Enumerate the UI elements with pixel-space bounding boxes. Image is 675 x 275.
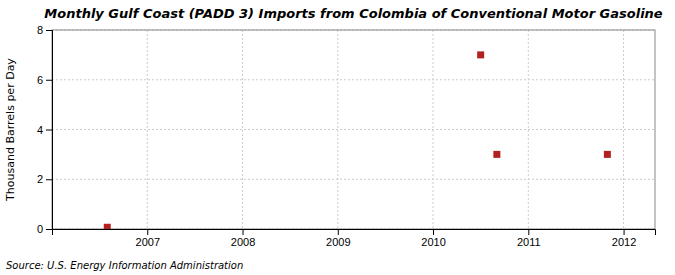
y-axis-tick-mark — [46, 30, 52, 31]
x-axis-tick-label: 2012 — [612, 236, 636, 248]
point — [604, 151, 611, 158]
grid-line-x — [623, 30, 624, 229]
x-axis-tick-label: 2011 — [517, 236, 541, 248]
x-axis-tick-mark — [338, 229, 339, 235]
y-axis-tick-mark — [46, 130, 52, 131]
grid-line-y — [52, 179, 655, 180]
grid — [52, 30, 655, 229]
point — [493, 151, 500, 158]
y-axis-tick-mark — [46, 229, 52, 230]
y-axis-domain — [46, 31, 53, 230]
chart-svg: 2007 2008 2009 2010 2011 2012 0 2 4 6 8Monthly Gul… — [0, 0, 675, 275]
grid-line-y — [52, 79, 655, 80]
plot-frame — [52, 30, 655, 229]
y-axis-tick-label: 2 — [37, 173, 43, 185]
x-axis-tick-mark — [433, 229, 434, 235]
x-axis-tick: 2007 — [136, 229, 160, 248]
y-axis: 0 2 4 6 8 — [37, 24, 53, 235]
x-axis-tick-mark — [624, 229, 625, 235]
y-axis-tick: 4 — [37, 124, 52, 136]
y-axis-tick-label: 6 — [37, 74, 43, 86]
grid-line-x — [242, 30, 243, 229]
x-axis-tick-mark — [147, 229, 148, 235]
x-axis-tick-mark — [243, 229, 244, 235]
point — [477, 51, 484, 58]
y-axis-tick: 0 — [37, 223, 52, 235]
x-axis-tick: 2011 — [517, 229, 541, 248]
y-axis-tick: 8 — [37, 24, 52, 36]
y-axis-tick-label: 0 — [37, 223, 43, 235]
title: Monthly Gulf Coast (PADD 3) Imports from… — [44, 6, 663, 21]
grid-line-y — [52, 129, 655, 130]
x-axis-tick-label: 2010 — [421, 236, 445, 248]
y-axis-tick-mark — [46, 179, 52, 180]
y-axis-label: Thousand Barrels per Day — [4, 58, 17, 202]
x-axis-domain — [53, 230, 656, 236]
x-axis-tick: 2008 — [231, 229, 255, 248]
x-axis-tick-label: 2008 — [231, 236, 255, 248]
points — [104, 51, 611, 229]
source-note: Source: U.S. Energy Information Administ… — [6, 260, 243, 271]
y-axis-tick-mark — [46, 80, 52, 81]
x-axis-tick-label: 2007 — [136, 236, 160, 248]
y-axis-tick-label: 4 — [37, 124, 43, 136]
x-axis-tick: 2009 — [326, 229, 350, 248]
grid-line-x — [147, 30, 148, 229]
chart-container: 2007 2008 2009 2010 2011 2012 0 2 4 6 8Monthly Gul… — [0, 0, 675, 275]
y-axis-tick: 6 — [37, 74, 52, 86]
y-axis-tick-label: 8 — [37, 24, 43, 36]
x-axis: 2007 2008 2009 2010 2011 2012 — [53, 229, 656, 248]
x-axis-tick-mark — [528, 229, 529, 235]
x-axis-tick: 2010 — [421, 229, 445, 248]
y-axis-tick: 2 — [37, 173, 52, 185]
point — [104, 224, 111, 229]
x-axis-tick: 2012 — [612, 229, 636, 248]
plot: 2007 2008 2009 2010 2011 2012 0 2 4 6 8 — [37, 24, 656, 248]
x-axis-tick-label: 2009 — [326, 236, 350, 248]
